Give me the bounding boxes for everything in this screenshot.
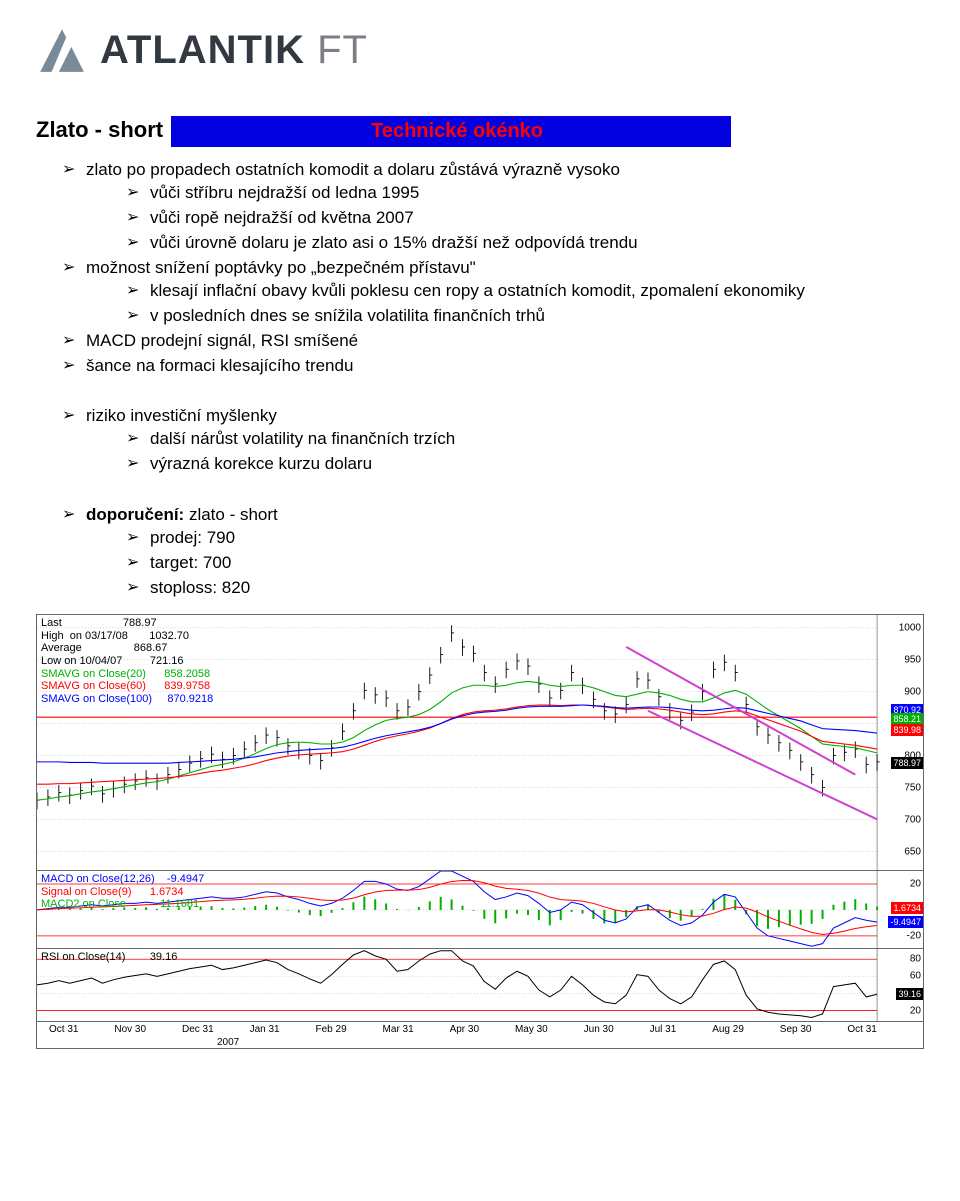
- text: vůči ropě nejdražší od května 2007: [150, 208, 414, 227]
- text: klesají inflační obavy kvůli poklesu cen…: [150, 281, 805, 300]
- text: vůči úrovně dolaru je zlato asi o 15% dr…: [150, 233, 638, 252]
- brand-logo: ATLANTIK FT: [36, 24, 924, 76]
- macd-pane: -200201.6734-9.4947MACD on Close(12,26) …: [37, 871, 923, 949]
- reco-label: doporučení:: [86, 505, 189, 524]
- logo-mark-icon: [36, 24, 88, 76]
- section-header: Zlato - short Technické okénko: [36, 116, 924, 147]
- text: zlato po propadech ostatních komodit a d…: [86, 160, 620, 179]
- list-item: výrazná korekce kurzu dolaru: [126, 453, 924, 476]
- text: MACD prodejní signál, RSI smíšené: [86, 331, 358, 350]
- list-item: riziko investiční myšlenky další nárůst …: [62, 405, 924, 476]
- text: riziko investiční myšlenky: [86, 406, 277, 425]
- text: možnost snížení poptávky po „bezpečném p…: [86, 258, 476, 277]
- risk-list: riziko investiční myšlenky další nárůst …: [62, 405, 924, 476]
- list-item: vůči stříbru nejdražší od ledna 1995: [126, 182, 924, 205]
- recommendation-list: doporučení: zlato - short prodej: 790 ta…: [62, 504, 924, 600]
- x-axis-year: 2007: [37, 1037, 923, 1048]
- list-item: klesají inflační obavy kvůli poklesu cen…: [126, 280, 924, 303]
- analysis-list: zlato po propadech ostatních komodit a d…: [62, 159, 924, 377]
- text: prodej: 790: [150, 528, 235, 547]
- text: stoploss: 820: [150, 578, 250, 597]
- text: výrazná korekce kurzu dolaru: [150, 454, 372, 473]
- text: další nárůst volatility na finančních tr…: [150, 429, 455, 448]
- text: vůči stříbru nejdražší od ledna 1995: [150, 183, 419, 202]
- text: v posledních dnes se snížila volatilita …: [150, 306, 545, 325]
- section-bar: Technické okénko: [171, 116, 731, 147]
- rsi-pane: 2040608039.16RSI on Close(14) 39.16: [37, 949, 923, 1021]
- brand-name-light: FT: [305, 28, 368, 72]
- list-item: šance na formaci klesajícího trendu: [62, 355, 924, 378]
- list-item: možnost snížení poptávky po „bezpečném p…: [62, 257, 924, 328]
- list-item: vůči ropě nejdražší od května 2007: [126, 207, 924, 230]
- brand-name-bold: ATLANTIK: [100, 28, 305, 72]
- list-item: prodej: 790: [126, 527, 924, 550]
- list-item: zlato po propadech ostatních komodit a d…: [62, 159, 924, 255]
- list-item: v posledních dnes se snížila volatilita …: [126, 305, 924, 328]
- price-pane: 6507007508008509009501000870.92858.21839…: [37, 615, 923, 871]
- text: šance na formaci klesajícího trendu: [86, 356, 353, 375]
- list-item: stoploss: 820: [126, 577, 924, 600]
- list-item: target: 700: [126, 552, 924, 575]
- instrument-title: Zlato - short: [36, 117, 163, 147]
- section-bar-text: Technické okénko: [371, 120, 543, 142]
- chart-container: 6507007508008509009501000870.92858.21839…: [36, 614, 924, 1049]
- list-item: další nárůst volatility na finančních tr…: [126, 428, 924, 451]
- x-axis: Oct 31Nov 30Dec 31Jan 31Feb 29Mar 31Apr …: [37, 1021, 923, 1037]
- list-item: vůči úrovně dolaru je zlato asi o 15% dr…: [126, 232, 924, 255]
- list-item: doporučení: zlato - short prodej: 790 ta…: [62, 504, 924, 600]
- brand-wordmark: ATLANTIK FT: [100, 28, 368, 73]
- reco-value: zlato - short: [189, 505, 278, 524]
- list-item: MACD prodejní signál, RSI smíšené: [62, 330, 924, 353]
- text: target: 700: [150, 553, 231, 572]
